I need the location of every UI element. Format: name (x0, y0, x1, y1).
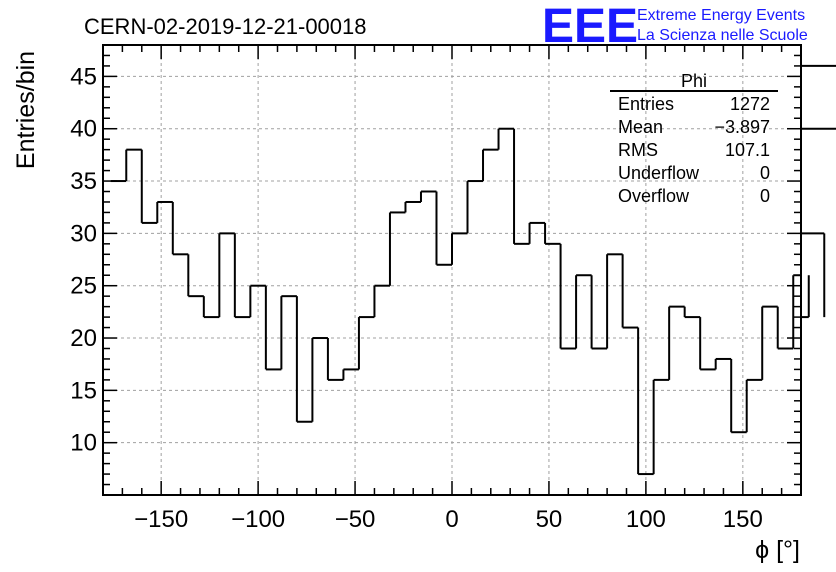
histogram-bin (730, 358, 747, 434)
histogram-bin (373, 284, 390, 318)
eee-logo-mark: EEE (542, 0, 638, 53)
histogram-bin (590, 275, 608, 350)
histogram-bin (357, 316, 375, 370)
stats-label: Overflow (618, 186, 690, 206)
x-axis-label: ϕ [°] (755, 536, 800, 564)
y-tick-label: 15 (70, 377, 97, 404)
histogram-bin (466, 180, 484, 234)
histogram-bin (801, 275, 810, 319)
histogram-bin (233, 233, 251, 319)
y-axis-label: Entries/bin (12, 51, 40, 169)
histogram-bin (668, 305, 685, 380)
y-tick-label: 25 (70, 273, 97, 300)
x-tick-label: −100 (231, 506, 285, 533)
histogram-bin (388, 211, 406, 286)
stats-label: Mean (618, 117, 663, 137)
histogram-bin (575, 274, 592, 349)
stats-rows: Entries 1272 Mean −3.897 RMS 107.1 Underflow 0 O… (618, 94, 770, 206)
x-tick-label: 150 (723, 506, 763, 533)
x-tick-label: 100 (626, 506, 666, 533)
histogram-bin (435, 191, 452, 266)
histogram-bin (171, 201, 189, 256)
stats-value: 107.1 (725, 140, 770, 160)
histogram-bin (249, 284, 266, 318)
histogram-bin (342, 368, 359, 380)
logo-line-2: La Scienza nelle Scuole (637, 27, 808, 44)
x-tick-label: 0 (445, 506, 458, 533)
histogram-bin (404, 200, 421, 213)
histogram-bin (801, 232, 826, 318)
histogram-bin (311, 337, 328, 422)
histogram-bin (326, 338, 344, 381)
histogram-bin (699, 317, 716, 371)
axis-ticks: −150 −100 −50 0 50 100 150 10 15 20 25 30 35 40 45 (70, 44, 802, 533)
y-tick-label: 45 (70, 63, 97, 90)
histogram-bin (140, 149, 158, 224)
stats-value: 1272 (730, 94, 770, 114)
histogram-bin (761, 305, 778, 380)
histogram-bin (264, 285, 282, 371)
histogram-bin (714, 357, 732, 370)
histogram-bin (776, 306, 794, 350)
x-tick-label: −150 (134, 506, 188, 533)
histogram-bin (187, 254, 204, 298)
eee-logo: EEE Extreme Energy Events La Scienza nel… (542, 0, 808, 53)
x-tick-label: 50 (536, 506, 563, 533)
stats-value: 0 (760, 186, 770, 206)
histogram-bin (544, 222, 561, 245)
histogram-bin (528, 221, 546, 244)
stats-label: RMS (618, 140, 658, 160)
histogram-bin (451, 232, 468, 265)
histogram-bin (125, 148, 142, 182)
chart-title: CERN-02-2019-12-21-00018 (84, 14, 367, 39)
histogram-bin (683, 306, 701, 319)
histogram-bin (637, 327, 654, 476)
x-tick-label: −50 (335, 506, 376, 533)
histogram-bin (202, 296, 220, 319)
histogram-bin (559, 243, 577, 350)
histogram-bin (652, 378, 670, 475)
y-tick-label: 30 (70, 220, 97, 247)
histogram-bin (801, 127, 836, 130)
histogram-bin (218, 232, 235, 318)
histogram-bin (497, 127, 515, 150)
histogram-bin (280, 295, 297, 370)
histogram-bin (419, 190, 437, 202)
stats-title: Phi (681, 71, 707, 91)
y-tick-label: 35 (70, 168, 97, 195)
histogram-bin (621, 254, 639, 329)
histogram-bin (295, 296, 313, 423)
stats-label: Underflow (618, 163, 700, 183)
stats-box: Phi Entries 1272 Mean −3.897 RMS 107.1 Underfl… (610, 71, 778, 206)
stats-label: Entries (618, 94, 674, 114)
histogram-bin (482, 148, 499, 182)
stats-value: −3.897 (714, 117, 770, 137)
histogram-bin (156, 200, 173, 223)
y-tick-label: 10 (70, 430, 97, 457)
histogram-bin (513, 128, 530, 245)
histogram-bin (745, 378, 763, 433)
y-tick-label: 20 (70, 325, 97, 352)
histogram-bin (801, 64, 836, 67)
y-tick-label: 40 (70, 116, 97, 143)
stats-value: 0 (760, 163, 770, 183)
grid-lines (103, 45, 801, 495)
histogram-bin (606, 253, 623, 349)
logo-line-1: Extreme Energy Events (637, 7, 805, 24)
